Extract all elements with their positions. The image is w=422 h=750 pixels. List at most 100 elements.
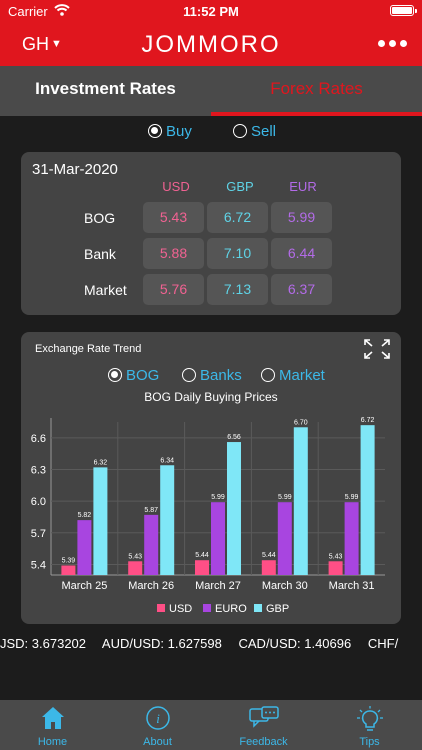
data-label: 5.99 [211,494,225,501]
data-label: 5.82 [78,512,92,519]
data-label: 6.34 [160,457,174,464]
column-header-gbp: GBP [226,179,254,194]
nav-label: Tips [359,736,380,748]
rate-cell: 5.99 [271,202,332,233]
rates-date: 31-Mar-2020 [32,161,118,178]
forex-ticker: JSD: 3.673202 AUD/USD: 1.627598 CAD/USD:… [0,636,422,656]
rate-cell: 7.10 [207,238,268,269]
app-bar: GH ▼ JOMMORO [0,22,422,66]
data-label: 6.56 [227,434,241,441]
source-option-bog[interactable]: BOG [108,365,159,385]
legend-label: GBP [266,603,289,615]
buy-label: Buy [166,122,192,140]
nav-label: About [143,736,172,748]
data-label: 5.43 [329,553,343,560]
battery-icon [390,5,417,16]
sell-option[interactable]: Sell [233,121,276,141]
bar [93,467,108,575]
bar [328,561,343,575]
bar [261,560,276,575]
ticker-item: CAD/USD: 1.40696 [238,636,352,651]
nav-feedback[interactable]: Feedback [211,700,316,750]
data-label: 6.32 [94,459,108,466]
rates-card: 31-Mar-2020 USD GBP EUR BOG 5.43 6.72 5.… [21,152,401,315]
active-tab-indicator [211,112,422,116]
x-tick-label: March 27 [195,580,241,592]
legend-swatch [203,604,211,612]
bottom-nav: Home i About Feedback Tips [0,700,422,750]
home-icon [41,707,64,729]
bar [293,427,308,575]
more-menu-button[interactable] [378,40,408,48]
nav-label: Home [37,736,68,748]
data-label: 6.72 [361,417,375,424]
data-label: 5.99 [278,494,292,501]
trend-title: Exchange Rate Trend [35,343,142,355]
column-header-usd: USD [162,179,190,194]
rate-cell: 5.88 [143,238,204,269]
source-option-banks[interactable]: Banks [182,365,242,385]
tab-investment-rates[interactable]: Investment Rates [35,79,176,98]
rate-cell: 6.72 [207,202,268,233]
y-tick-label: 5.4 [31,559,46,571]
bar [211,502,225,575]
y-tick-label: 6.6 [31,433,46,445]
data-label: 6.70 [294,419,308,426]
rate-cell: 6.37 [271,274,332,305]
country-selector[interactable]: GH ▼ [22,34,62,55]
x-tick-label: March 25 [61,580,107,592]
row-label-bank: Bank [84,246,116,262]
rate-cell: 5.43 [143,202,204,233]
app-logo: JOMMORO [141,31,281,58]
legend-label: EURO [215,603,247,615]
nav-about[interactable]: i About [105,700,210,750]
wifi-icon [54,4,70,16]
data-label: 5.99 [345,494,359,501]
trend-card: Exchange Rate Trend BOG Banks Market BOG… [21,332,401,624]
status-bar: Carrier 11:52 PM [0,0,422,22]
dot-icon [378,40,385,47]
clock: 11:52 PM [183,4,239,19]
rate-cell: 6.44 [271,238,332,269]
source-option-market[interactable]: Market [261,365,325,385]
chart-title: BOG Daily Buying Prices [144,390,278,404]
radio-selected-icon [108,368,122,382]
legend-swatch [157,604,165,612]
expand-icon[interactable] [364,339,390,359]
data-label: 5.43 [128,553,142,560]
x-tick-label: March 30 [262,580,308,592]
bar [277,502,292,575]
country-code: GH [22,34,49,54]
data-label: 5.39 [62,558,76,565]
nav-home[interactable]: Home [0,700,105,750]
carrier-label: Carrier [8,4,48,19]
bar [128,561,143,575]
source-label: BOG [126,366,160,384]
radio-selected-icon [148,124,162,138]
x-tick-label: March 31 [329,580,375,592]
y-tick-label: 6.0 [31,496,46,508]
ticker-item: JSD: 3.673202 [0,636,87,651]
data-label: 5.44 [195,552,209,559]
caret-down-icon: ▼ [51,38,62,50]
row-label-market: Market [84,282,127,298]
bar [77,520,92,575]
dot-icon [400,40,407,47]
tab-forex-rates[interactable]: Forex Rates [270,79,363,98]
svg-text:i: i [156,711,160,726]
feedback-icon [248,706,279,728]
x-tick-label: March 26 [128,580,174,592]
nav-tips[interactable]: Tips [317,700,422,750]
source-label: Market [279,366,325,384]
bar [160,465,175,575]
data-label: 5.87 [144,507,158,514]
sell-label: Sell [251,122,277,140]
ticker-item: AUD/USD: 1.627598 [101,636,222,651]
radio-unselected-icon [261,368,275,382]
bar [227,442,241,575]
ticker-item: CHF/ [367,636,399,651]
buy-option[interactable]: Buy [148,121,192,141]
column-header-eur: EUR [289,179,317,194]
tab-bar: Investment Rates Forex Rates [0,66,422,116]
bar [61,565,76,575]
